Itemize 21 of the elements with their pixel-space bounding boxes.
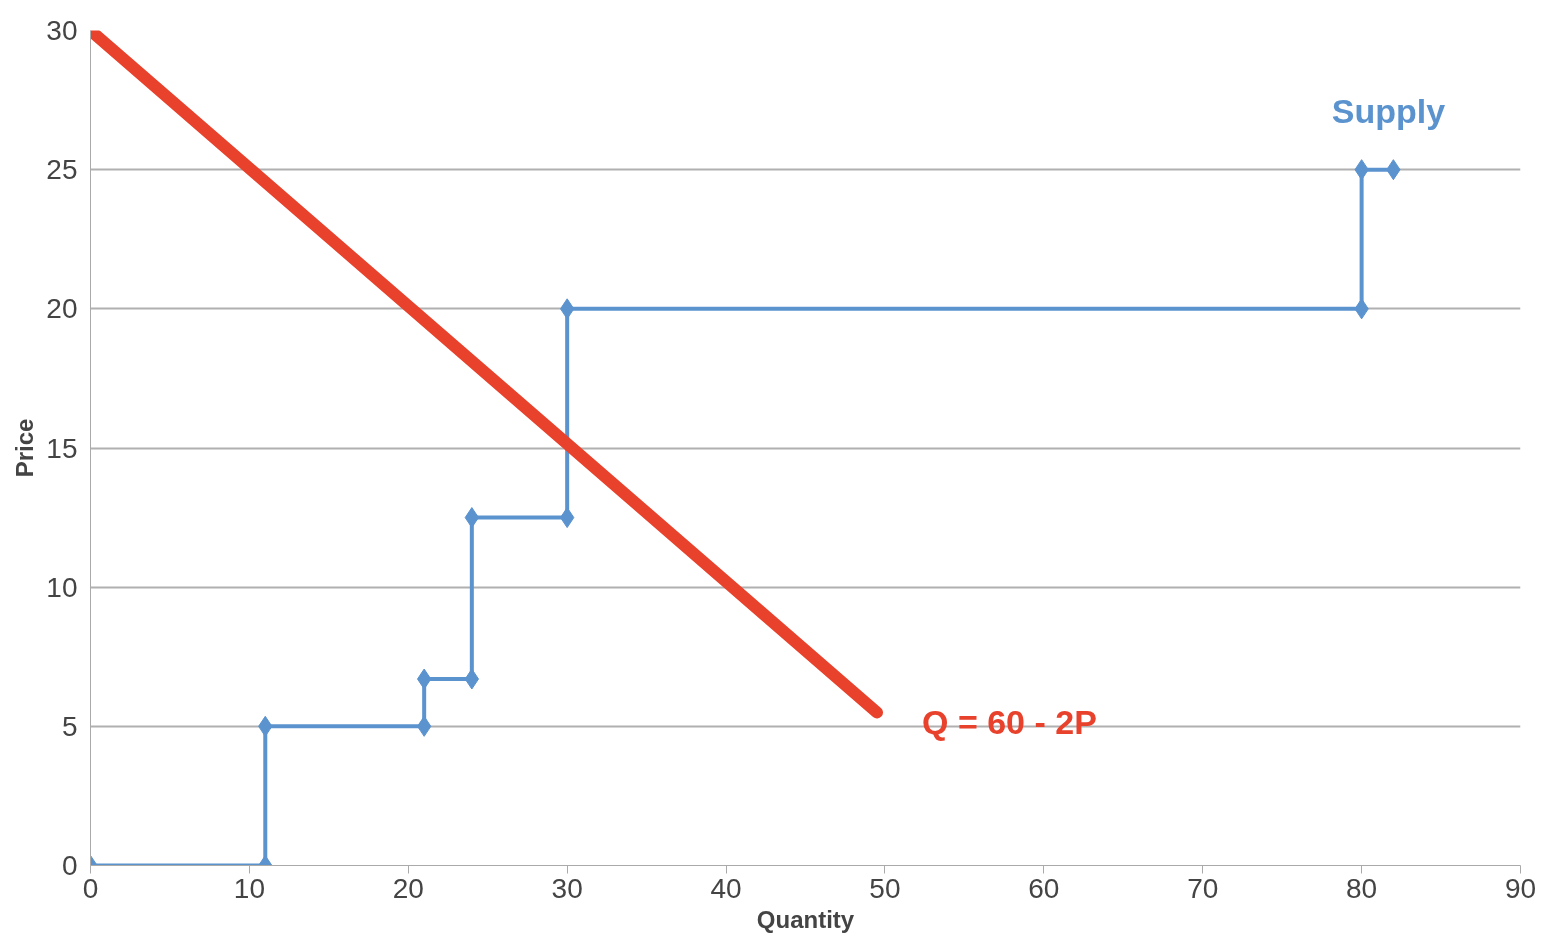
y-tick-label: 5: [61, 710, 78, 742]
series-label: Q = 60 - 2P: [922, 703, 1097, 742]
series-label: Supply: [1331, 91, 1446, 130]
y-tick-label: 30: [46, 15, 78, 46]
x-axis-title: Quantity: [756, 905, 855, 933]
y-tick-label: 0: [61, 850, 78, 881]
x-tick-label: 10: [233, 872, 265, 904]
x-tick-label: 90: [1504, 872, 1537, 904]
x-tick-label: 0: [82, 872, 99, 904]
x-tick-label: 80: [1346, 872, 1378, 904]
x-tick-label: 70: [1187, 872, 1219, 904]
x-tick-label: 30: [551, 872, 583, 904]
y-tick-label: 25: [46, 154, 78, 186]
x-tick-label: 50: [869, 872, 901, 904]
x-tick-label: 40: [710, 872, 742, 904]
y-tick-label: 15: [46, 432, 78, 464]
x-tick-label: 20: [392, 872, 424, 904]
y-tick-label: 20: [46, 293, 78, 325]
y-axis-title: Price: [11, 418, 39, 478]
y-tick-label: 10: [46, 571, 78, 603]
x-tick-label: 60: [1028, 872, 1060, 904]
